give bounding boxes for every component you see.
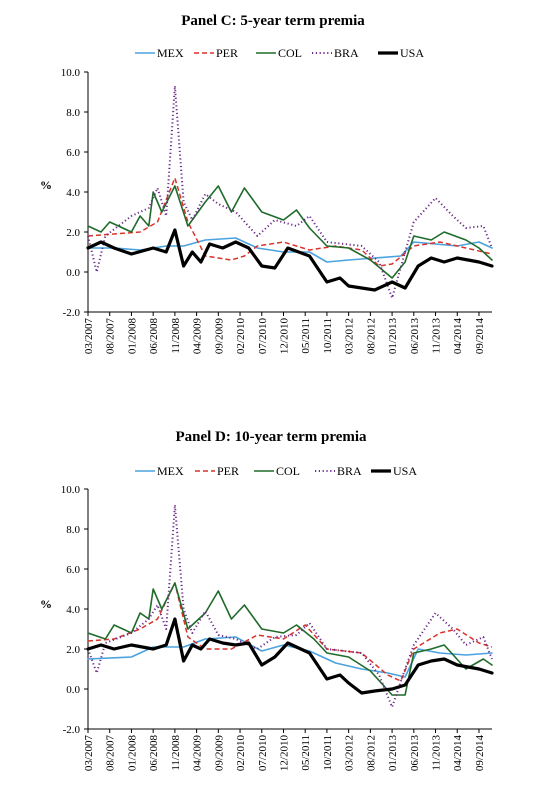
panel-d-y-tick-label: 0.0 (66, 684, 80, 696)
panel-d-y-axis-label: % (40, 597, 52, 611)
panel-d-legend: MEX PER COL BRA USA (135, 464, 417, 478)
panel-d-y-tick-label: 2.0 (66, 644, 80, 656)
panel-c-x-tick-label: 03/2012 (344, 318, 356, 354)
panel-c-legend: MEX PER COL BRA USA (135, 46, 424, 60)
panel-c-x-tick-label: 01/2008 (126, 318, 138, 355)
panel-d-x-tick-label: 10/2011 (322, 735, 334, 771)
panel-d-y-tick-label: 10.0 (61, 484, 81, 496)
panel-c-y-tick-label: 4.0 (66, 187, 80, 199)
panel-c-y-tick-label: 0.0 (66, 267, 80, 279)
panel-c-x-tick-label: 12/2010 (278, 318, 290, 355)
panel-d-legend-label-per: PER (217, 464, 239, 478)
panel-c-x-tick-label: 02/2010 (235, 318, 247, 355)
panel-d-series-bra-line (87, 504, 493, 708)
panel-d-x-tick-label: 04/2014 (452, 735, 464, 772)
panel-d-x-tick-label: 12/2010 (278, 735, 290, 772)
panel-c-x-tick-label: 01/2013 (387, 318, 399, 355)
panel-d-y-tick-label: 8.0 (66, 524, 80, 536)
panel-c-y-tick-label: 8.0 (66, 107, 80, 119)
panel-d-x-tick-label: 01/2013 (387, 735, 399, 772)
panel-d-x-tick-label: 07/2010 (257, 735, 269, 772)
panel-c-plot-area: -2.0 0.0 2.0 4.0 6.0 8.0 10.0 03/2007 08/2007 01/… (61, 67, 494, 355)
panel-d-legend-label-mex: MEX (157, 464, 184, 478)
panel-d-series-col-line (87, 582, 493, 696)
panel-d-x-tick-label: 03/2007 (83, 735, 95, 772)
panel-c-legend-label-usa: USA (400, 46, 424, 60)
panel-c-series-usa-line (86, 228, 494, 292)
panel-d-y-tick-label: 6.0 (66, 564, 80, 576)
panel-d-plot-area: -2.0 0.0 2.0 4.0 6.0 8.0 10.0 03/2007 08/2007 01/… (61, 484, 494, 772)
panel-d-x-tick-label: 01/2008 (126, 735, 138, 772)
panel-d-y-tick-label: 4.0 (66, 604, 80, 616)
panel-c-x-tick-label: 05/2011 (300, 318, 312, 354)
panel-c-y-tick-label: -2.0 (63, 307, 81, 319)
panel-c-x-tick-label: 03/2007 (83, 318, 95, 355)
panel-c-x-tick-label: 11/2008 (170, 318, 182, 354)
panel-d-legend-label-usa: USA (393, 464, 417, 478)
panel-c-x-tick-label: 09/2009 (213, 318, 225, 355)
panel-c-x-tick-label: 08/2012 (365, 318, 377, 354)
panel-c-series-bra-line (87, 85, 493, 299)
panel-c-y-tick-label: 6.0 (66, 147, 80, 159)
panel-d-x-tick-label: 11/2013 (431, 735, 443, 771)
panel-c-legend-label-col: COL (278, 46, 302, 60)
panel-d-x-tick-label: 03/2012 (344, 735, 356, 771)
panel-c-y-tick-label: 10.0 (61, 67, 81, 79)
panel-c-series-col-line (87, 185, 493, 279)
panel-d-x-tick-label: 08/2007 (105, 735, 117, 772)
panel-c-y-tick-label: 2.0 (66, 227, 80, 239)
panel-c-x-tick-label: 08/2007 (105, 318, 117, 355)
panel-d-series-usa-line (86, 617, 494, 695)
panel-c-x-tick-label: 07/2010 (257, 318, 269, 355)
panel-c-legend-label-mex: MEX (157, 46, 184, 60)
panel-d-x-tick-label: 11/2008 (170, 735, 182, 771)
panel-c-x-tick-label: 10/2011 (322, 318, 334, 354)
panel-c-legend-label-per: PER (216, 46, 238, 60)
panel-c-x-tick-label: 06/2013 (409, 318, 421, 355)
panel-d-x-tick-label: 05/2011 (300, 735, 312, 771)
panel-d-x-tick-label: 02/2010 (235, 735, 247, 772)
panel-c-legend-label-bra: BRA (334, 46, 359, 60)
panel-c-x-tick-label: 06/2008 (148, 318, 160, 355)
panel-d-chart: Panel D: 10-year term premia MEX PER COL BR… (40, 429, 494, 772)
panel-d-legend-label-col: COL (276, 464, 300, 478)
panel-c-x-tick-label: 09/2014 (474, 318, 486, 355)
panel-d-x-tick-label: 09/2009 (213, 735, 225, 772)
panel-c-series-mex-line (87, 237, 493, 263)
panel-d-x-tick-label: 04/2009 (192, 735, 204, 772)
panel-c-chart: Panel C: 5-year term premia MEX PER COL BRA… (40, 13, 494, 355)
panel-d-x-tick-label: 06/2013 (409, 735, 421, 772)
panel-d-legend-label-bra: BRA (337, 464, 362, 478)
panel-c-x-tick-label: 04/2009 (192, 318, 204, 355)
panel-d-x-tick-label: 06/2008 (148, 735, 160, 772)
panel-d-y-tick-label: -2.0 (63, 724, 81, 736)
panel-c-x-tick-label: 11/2013 (431, 318, 443, 354)
panel-d-x-tick-label: 09/2014 (474, 735, 486, 772)
panel-d-title: Panel D: 10-year term premia (175, 429, 367, 445)
panel-c-y-axis-label: % (40, 178, 52, 192)
panel-d-series-per-line (87, 582, 493, 682)
panel-d-x-tick-label: 08/2012 (365, 735, 377, 771)
panel-c-title: Panel C: 5-year term premia (181, 13, 365, 29)
panel-c-x-tick-label: 04/2014 (452, 318, 464, 355)
